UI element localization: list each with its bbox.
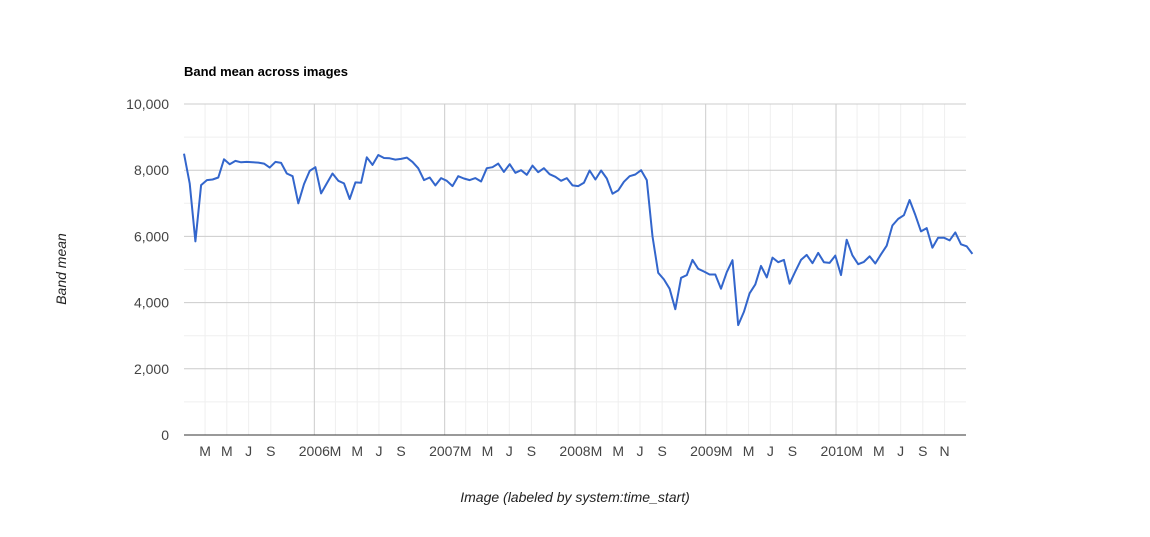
- x-tick-label: M: [199, 443, 211, 459]
- y-axis-ticks: 0 2,000 4,000 6,000 8,000 10,000: [126, 96, 169, 443]
- x-tick-label: 2008: [559, 443, 590, 459]
- chart-title: Band mean across images: [184, 64, 348, 79]
- x-tick-label: 2009: [690, 443, 721, 459]
- x-tick-label: M: [221, 443, 233, 459]
- y-tick-label: 6,000: [134, 228, 169, 244]
- major-gridlines: [184, 103, 966, 435]
- x-tick-label: J: [636, 443, 643, 459]
- x-tick-label: M: [330, 443, 342, 459]
- x-tick-label: S: [918, 443, 927, 459]
- y-tick-label: 8,000: [134, 162, 169, 178]
- x-tick-label: 2007: [429, 443, 460, 459]
- x-tick-label: M: [482, 443, 494, 459]
- x-tick-label: 2006: [299, 443, 330, 459]
- y-tick-label: 0: [161, 427, 169, 443]
- y-tick-label: 4,000: [134, 295, 169, 311]
- x-tick-label: M: [743, 443, 755, 459]
- series-line: [183, 153, 974, 327]
- x-tick-label: M: [612, 443, 624, 459]
- x-tick-label: S: [788, 443, 797, 459]
- x-axis-ticks: M M J S 2006 M M J S 2007 M M J S 2008 M M J S 2009 M M J S 2010…: [199, 443, 949, 459]
- x-tick-label: J: [375, 443, 382, 459]
- y-tick-label: 2,000: [134, 361, 169, 377]
- x-tick-label: 2010: [820, 443, 851, 459]
- x-tick-label: J: [506, 443, 513, 459]
- x-axis-title: Image (labeled by system:time_start): [460, 489, 690, 505]
- x-tick-label: M: [873, 443, 885, 459]
- x-tick-label: M: [351, 443, 363, 459]
- x-tick-label: S: [657, 443, 666, 459]
- x-tick-label: J: [897, 443, 904, 459]
- x-tick-label: M: [721, 443, 733, 459]
- minor-gridlines: [184, 104, 966, 435]
- y-tick-label: 10,000: [126, 96, 169, 112]
- x-tick-label: M: [851, 443, 863, 459]
- x-tick-label: M: [460, 443, 472, 459]
- x-tick-label: J: [767, 443, 774, 459]
- x-tick-label: N: [940, 443, 950, 459]
- x-tick-label: J: [245, 443, 252, 459]
- x-tick-label: S: [396, 443, 405, 459]
- x-tick-label: S: [527, 443, 536, 459]
- y-axis-title: Band mean: [53, 233, 69, 305]
- x-tick-label: S: [266, 443, 275, 459]
- x-tick-label: M: [591, 443, 603, 459]
